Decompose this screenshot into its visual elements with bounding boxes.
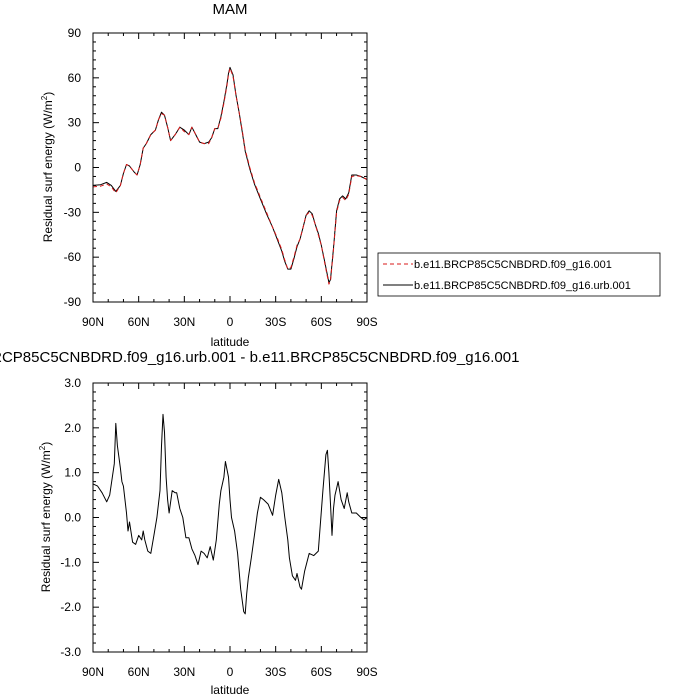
top-x-tick-label: 0 — [227, 315, 234, 329]
bottom-series-line-1 — [92, 413, 368, 615]
top-series-line-1 — [92, 67, 368, 285]
top-y-tick-label: -60 — [64, 250, 82, 264]
bottom-y-tick-label: 2.0 — [64, 421, 81, 435]
top-series-group — [92, 66, 368, 285]
bottom-y-tick-label: 0.0 — [64, 511, 81, 525]
top-y-tick-label: -90 — [64, 295, 82, 309]
top-y-axis-label: Residual surf energy (W/m2) — [40, 92, 55, 243]
bottom-series-group — [92, 413, 368, 615]
top-x-tick-label: 90N — [82, 315, 104, 329]
top-x-axis-label: latitude — [211, 335, 250, 349]
top-x-tick-label: 60S — [311, 315, 332, 329]
legend-label-series-2: b.e11.BRCP85C5CNBDRD.f09_g16.urb.001 — [414, 280, 631, 292]
bottom-x-axis-label: latitude — [211, 683, 250, 697]
bottom-plot-frame — [92, 382, 368, 653]
top-plot-frame — [92, 32, 368, 303]
top-x-tick-labels: 90N 60N 30N 0 30S 60S 90S — [82, 315, 378, 329]
legend-label-series-1: b.e11.BRCP85C5CNBDRD.f09_g16.001 — [414, 259, 612, 271]
bottom-x-tick-label: 90S — [356, 665, 377, 679]
bottom-y-tick-label: -2.0 — [60, 600, 81, 614]
top-panel: MAM -90 -60 -30 0 30 60 90 90N 60N 30N 0 30S 60S 90S… — [40, 1, 661, 349]
legend-box — [377, 252, 661, 297]
top-x-tick-label: 30N — [173, 315, 195, 329]
bottom-x-tick-labels: 90N 60N 30N 0 30S 60S 90S — [82, 665, 378, 679]
bottom-x-tick-label: 30S — [265, 665, 286, 679]
bottom-y-tick-labels: -3.0 -2.0 -1.0 0.0 1.0 2.0 3.0 — [60, 376, 81, 659]
top-y-tick-labels: -90 -60 -30 0 30 60 90 — [64, 26, 82, 309]
bottom-x-tick-label: 30N — [173, 665, 195, 679]
bottom-x-tick-label: 90N — [82, 665, 104, 679]
bottom-y-tick-label: -1.0 — [60, 555, 81, 569]
bottom-x-tick-label: 0 — [227, 665, 234, 679]
top-y-tick-label: 30 — [68, 116, 82, 130]
bottom-y-tick-label: -3.0 — [60, 645, 81, 659]
bottom-y-tick-label: 3.0 — [64, 376, 81, 390]
top-y-tick-label: 60 — [68, 71, 82, 85]
top-y-tick-label: 0 — [74, 161, 81, 175]
bottom-chart-title: b.e11.BRCP85C5CNBDRD.f09_g16.urb.001 - b… — [0, 349, 519, 366]
bottom-x-tick-label: 60S — [311, 665, 332, 679]
top-series-line-2 — [92, 66, 368, 284]
bottom-tick-marks — [92, 382, 368, 653]
top-tick-marks — [92, 32, 368, 303]
bottom-x-tick-label: 60N — [128, 665, 150, 679]
bottom-y-tick-label: 1.0 — [64, 466, 81, 480]
top-chart-title: MAM — [213, 1, 248, 18]
top-x-tick-label: 90S — [356, 315, 377, 329]
top-x-tick-label: 60N — [128, 315, 150, 329]
bottom-y-axis-label: Residual surf energy (W/m2) — [38, 442, 53, 593]
top-y-tick-label: -30 — [64, 205, 82, 219]
top-x-tick-label: 30S — [265, 315, 286, 329]
legend: b.e11.BRCP85C5CNBDRD.f09_g16.001 b.e11.B… — [377, 252, 661, 297]
bottom-panel: b.e11.BRCP85C5CNBDRD.f09_g16.urb.001 - b… — [0, 349, 519, 697]
top-y-tick-label: 90 — [68, 26, 82, 40]
